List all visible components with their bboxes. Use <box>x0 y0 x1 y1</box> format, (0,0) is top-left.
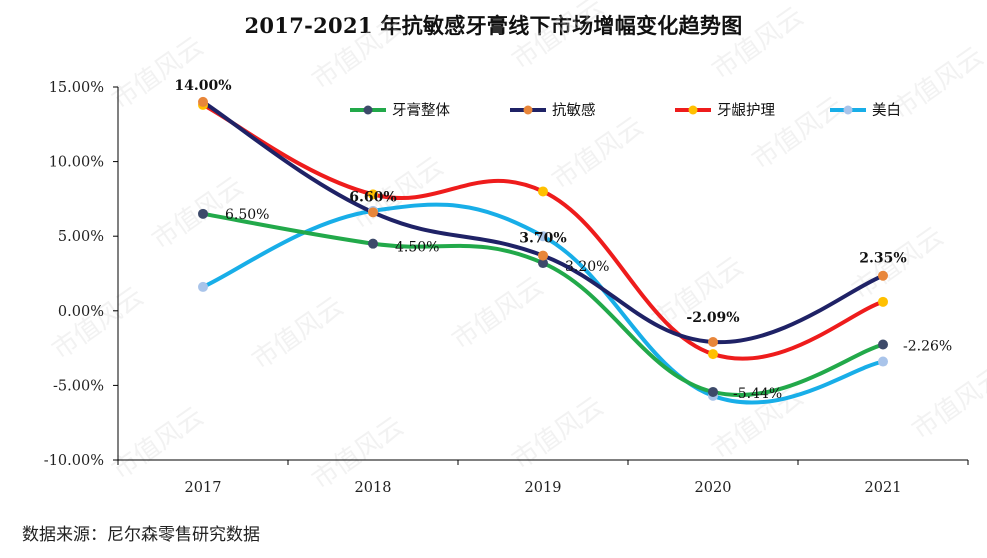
data-point <box>198 208 208 219</box>
data-point <box>538 231 548 242</box>
watermark-text: 市值风云 <box>107 401 209 485</box>
x-tick-label: 2017 <box>185 480 222 496</box>
data-point <box>198 96 208 107</box>
data-point <box>198 281 208 292</box>
data-point <box>708 336 718 347</box>
legend-label: 牙膏整体 <box>392 102 450 119</box>
data-label: 14.00% <box>174 78 231 94</box>
series-markers <box>198 96 888 401</box>
watermark-text: 市值风云 <box>307 11 409 95</box>
watermark-text: 市值风云 <box>547 111 649 195</box>
series-line-3 <box>201 102 885 361</box>
legend-label: 牙龈护理 <box>717 102 775 119</box>
data-label: -2.26% <box>903 339 952 355</box>
data-label: 3.70% <box>519 231 566 247</box>
watermark-text: 市值风云 <box>907 361 987 445</box>
data-point <box>708 349 718 360</box>
chart-legend: 牙膏整体 抗敏感 牙龈护理 美白 <box>350 102 901 119</box>
data-point <box>878 339 888 350</box>
x-tick-label: 2020 <box>695 480 732 496</box>
data-point <box>878 270 888 281</box>
watermark-text: 市值风云 <box>507 391 609 475</box>
data-label: 2.35% <box>859 251 906 267</box>
data-point <box>368 207 378 218</box>
x-tick-label: 2021 <box>865 480 902 496</box>
data-label: 6.60% <box>349 189 396 205</box>
data-point <box>538 186 548 197</box>
legend-swatch-marker <box>843 105 853 115</box>
x-tick-label: 2019 <box>525 480 562 496</box>
x-tick-label: 2018 <box>355 480 392 496</box>
data-label: 6.50% <box>225 207 269 223</box>
watermark-text: 市值风云 <box>447 271 549 355</box>
data-point <box>538 258 548 269</box>
legend-swatch-marker <box>688 105 698 115</box>
watermark-text: 市值风云 <box>247 291 349 375</box>
source-note: 数据来源：尼尔森零售研究数据 <box>22 525 260 545</box>
y-tick-label: -5.00% <box>53 378 104 394</box>
legend-swatch-marker <box>523 105 533 115</box>
data-point <box>708 386 718 397</box>
legend-label: 美白 <box>872 102 901 119</box>
data-label: 3.20% <box>565 259 609 275</box>
y-tick-label: -10.00% <box>44 453 104 469</box>
data-point <box>538 250 548 261</box>
data-point <box>368 189 378 200</box>
y-tick-label: 5.00% <box>58 229 104 245</box>
data-point <box>878 356 888 367</box>
data-point <box>878 296 888 307</box>
chart-title: 2017-2021 年抗敏感牙膏线下市场增幅变化趋势图 <box>244 13 743 38</box>
y-tick-label: 15.00% <box>49 80 104 96</box>
data-point <box>368 238 378 249</box>
legend-label: 抗敏感 <box>552 102 596 119</box>
watermark-text: 市值风云 <box>887 41 987 125</box>
watermark-text: 市值风云 <box>47 281 149 365</box>
data-label: 4.50% <box>395 240 439 256</box>
watermark-text: 市值风云 <box>107 31 209 115</box>
y-tick-label: 0.00% <box>58 304 104 320</box>
legend-swatch-marker <box>363 105 373 115</box>
data-label: -5.44% <box>733 386 782 402</box>
y-tick-label: 10.00% <box>49 155 104 171</box>
watermark-text: 市值风云 <box>707 1 809 85</box>
chart-axes: -10.00% -5.00% 0.00% 5.00% 10.00% 15.00% 2017 2… <box>44 80 969 496</box>
data-label: -2.09% <box>686 310 739 326</box>
data-labels: 6.50% 4.50% 3.20% -5.44% -2.26% 14.00% 6.60% 3.… <box>174 78 952 402</box>
watermark-text: 市值风云 <box>507 0 609 76</box>
